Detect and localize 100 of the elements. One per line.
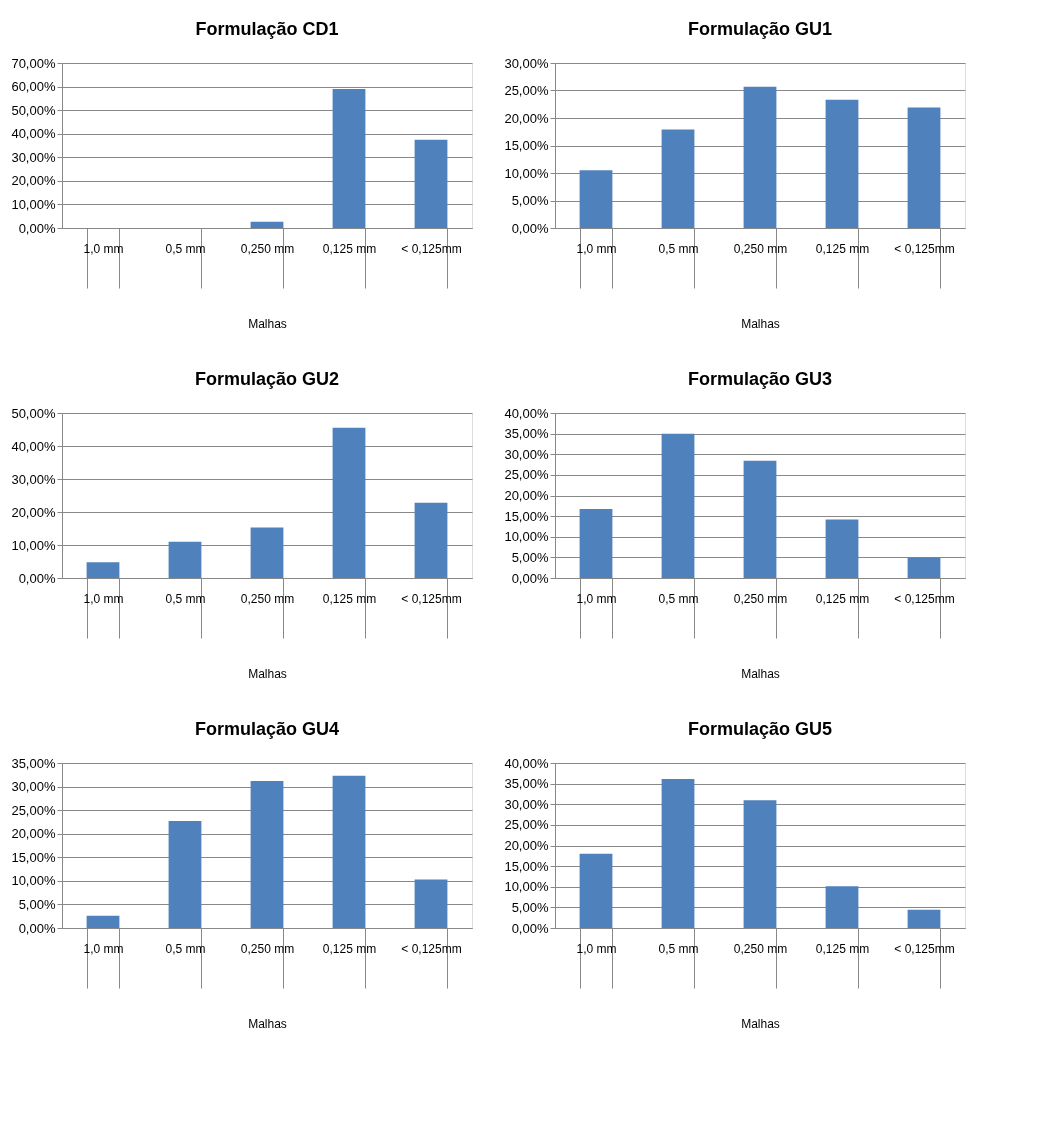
x-tick-label: 1,0 mm bbox=[83, 591, 124, 606]
bar bbox=[250, 527, 284, 578]
bar bbox=[168, 820, 202, 928]
y-tick-label: 5,00% bbox=[511, 899, 549, 915]
bar bbox=[250, 221, 284, 228]
y-tick-label: 5,00% bbox=[511, 549, 549, 565]
x-tick-label: 0,250 mm bbox=[240, 941, 295, 956]
y-tick-label: 40,00% bbox=[11, 438, 56, 454]
bar bbox=[661, 433, 695, 578]
bar bbox=[743, 460, 777, 578]
x-tick-label: 1,0 mm bbox=[83, 241, 124, 256]
x-tick-label: 0,250 mm bbox=[733, 941, 788, 956]
y-tick-label: 10,00% bbox=[504, 529, 549, 545]
y-tick-label: 25,00% bbox=[504, 83, 549, 98]
x-tick-label: < 0,125mm bbox=[894, 941, 955, 956]
y-tick-label: 30,00% bbox=[11, 779, 56, 795]
bar bbox=[661, 779, 695, 928]
bar bbox=[825, 886, 859, 928]
y-tick-label: 15,00% bbox=[504, 858, 549, 874]
x-tick-label: 0,250 mm bbox=[240, 241, 295, 256]
bar bbox=[579, 853, 613, 928]
x-axis-title: Malhas bbox=[248, 1017, 287, 1031]
x-axis-title: Malhas bbox=[741, 317, 780, 331]
x-tick-label: < 0,125mm bbox=[401, 941, 462, 956]
bar bbox=[825, 519, 859, 578]
bar bbox=[332, 775, 366, 928]
y-tick-label: 25,00% bbox=[504, 817, 549, 833]
bar bbox=[414, 139, 448, 228]
y-tick-label: 15,00% bbox=[504, 138, 549, 153]
x-tick-label: 1,0 mm bbox=[83, 941, 124, 956]
y-tick-label: 35,00% bbox=[11, 755, 56, 771]
bar bbox=[907, 909, 941, 928]
y-tick-label: 20,00% bbox=[504, 838, 549, 853]
chart-title: Formulação GU2 bbox=[194, 369, 340, 389]
chart-title: Formulação GU1 bbox=[687, 19, 833, 39]
y-tick-label: 0,00% bbox=[18, 920, 56, 936]
bar bbox=[579, 170, 613, 228]
y-tick-label: 0,00% bbox=[511, 920, 549, 936]
x-tick-label: 0,5 mm bbox=[165, 241, 206, 256]
y-tick-label: 10,00% bbox=[11, 196, 56, 212]
y-tick-label: 25,00% bbox=[504, 467, 549, 483]
y-tick-label: 30,00% bbox=[504, 446, 549, 462]
bar bbox=[168, 541, 202, 578]
y-tick-label: 35,00% bbox=[504, 426, 549, 442]
y-tick-label: 5,00% bbox=[18, 896, 56, 912]
y-tick-label: 5,00% bbox=[511, 193, 549, 208]
x-tick-label: < 0,125mm bbox=[894, 591, 955, 606]
y-tick-label: 60,00% bbox=[11, 79, 56, 95]
x-axis-title: Malhas bbox=[741, 1017, 780, 1031]
y-tick-label: 30,00% bbox=[11, 471, 56, 487]
x-tick-label: 0,5 mm bbox=[658, 241, 699, 256]
bar bbox=[743, 86, 777, 228]
y-tick-label: 0,00% bbox=[18, 220, 56, 236]
y-tick-label: 40,00% bbox=[11, 126, 56, 142]
y-tick-label: 70,00% bbox=[11, 55, 56, 71]
y-tick-label: 10,00% bbox=[11, 537, 56, 553]
x-tick-label: 0,125 mm bbox=[815, 591, 870, 606]
chart-title: Formulação CD1 bbox=[195, 19, 339, 39]
y-tick-label: 0,00% bbox=[511, 220, 549, 236]
x-tick-label: 0,250 mm bbox=[733, 241, 788, 256]
x-tick-label: < 0,125mm bbox=[894, 241, 955, 256]
bar bbox=[907, 557, 941, 578]
x-tick-label: 1,0 mm bbox=[576, 241, 617, 256]
y-tick-label: 30,00% bbox=[504, 55, 549, 71]
x-axis-title: Malhas bbox=[741, 667, 780, 681]
x-tick-label: < 0,125mm bbox=[401, 241, 462, 256]
bar bbox=[332, 427, 366, 578]
x-axis-title: Malhas bbox=[248, 317, 287, 331]
y-tick-label: 20,00% bbox=[504, 488, 549, 503]
y-tick-label: 50,00% bbox=[11, 102, 56, 118]
x-tick-label: 0,250 mm bbox=[240, 591, 295, 606]
chart-title: Formulação GU3 bbox=[687, 369, 833, 389]
y-tick-label: 10,00% bbox=[504, 165, 549, 181]
y-tick-label: 20,00% bbox=[504, 110, 549, 126]
x-tick-label: < 0,125mm bbox=[401, 591, 462, 606]
bar bbox=[332, 88, 366, 228]
x-axis-title: Malhas bbox=[248, 667, 287, 681]
y-tick-label: 30,00% bbox=[504, 796, 549, 812]
y-tick-label: 40,00% bbox=[504, 755, 549, 771]
x-tick-label: 0,250 mm bbox=[733, 591, 788, 606]
x-tick-label: 0,125 mm bbox=[815, 941, 870, 956]
y-tick-label: 35,00% bbox=[504, 776, 549, 792]
bar bbox=[86, 915, 120, 928]
chart-title: Formulação GU4 bbox=[194, 719, 340, 739]
y-tick-label: 0,00% bbox=[511, 570, 549, 586]
x-tick-label: 0,125 mm bbox=[322, 941, 377, 956]
x-tick-label: 1,0 mm bbox=[576, 591, 617, 606]
x-tick-label: 0,5 mm bbox=[658, 941, 699, 956]
y-tick-label: 25,00% bbox=[11, 802, 56, 818]
chart-title: Formulação GU5 bbox=[687, 719, 833, 739]
bar bbox=[825, 99, 859, 228]
bar bbox=[743, 800, 777, 928]
bar bbox=[86, 562, 120, 578]
x-tick-label: 0,125 mm bbox=[322, 241, 377, 256]
y-tick-label: 50,00% bbox=[11, 405, 56, 421]
bar bbox=[907, 107, 941, 228]
x-tick-label: 0,5 mm bbox=[165, 591, 206, 606]
y-tick-label: 0,00% bbox=[18, 570, 56, 586]
bar bbox=[661, 129, 695, 228]
bar bbox=[414, 502, 448, 578]
